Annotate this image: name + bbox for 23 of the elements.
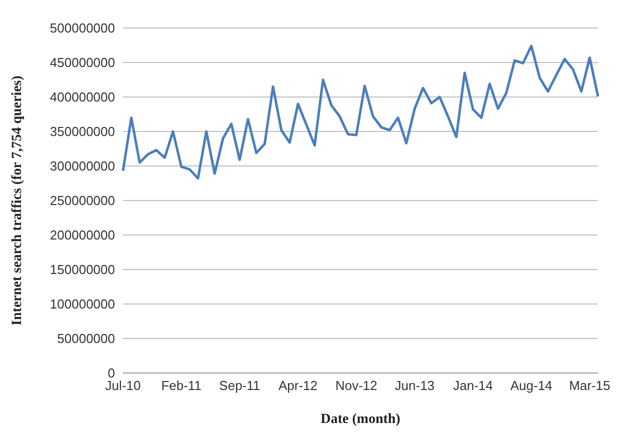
x-tick-label: Apr-12	[278, 378, 318, 394]
x-tick-label: Sep-11	[219, 378, 260, 394]
y-tick-label: 100000000	[50, 296, 115, 312]
line-series	[122, 44, 600, 180]
x-tick-label: Mar-15	[569, 378, 610, 394]
y-tick-label: 350000000	[50, 124, 115, 140]
y-tick-label: 150000000	[50, 262, 115, 278]
x-tick-label: Jul-10	[105, 378, 141, 394]
y-tick-label: 500000000	[50, 20, 115, 36]
y-tick-label: 50000000	[57, 331, 115, 346]
y-axis-title: Internet search traffics (for 7,754 queries)	[10, 75, 25, 326]
x-tick-label: Aug-14	[510, 378, 552, 394]
y-tick-label: 0	[108, 366, 115, 381]
y-tick-label: 250000000	[50, 193, 115, 208]
y-tick-label: 450000000	[50, 55, 115, 70]
x-axis-title: Date (month)	[320, 412, 401, 427]
x-tick-label: Jan-14	[453, 378, 493, 394]
y-tick-label: 300000000	[50, 158, 115, 174]
y-tick-label: 400000000	[50, 90, 115, 105]
x-tick-label: Nov-12	[335, 378, 378, 394]
x-tick-label: Feb-11	[161, 378, 202, 394]
x-tick-label: Jun-13	[394, 378, 435, 394]
y-tick-label: 200000000	[50, 228, 115, 243]
